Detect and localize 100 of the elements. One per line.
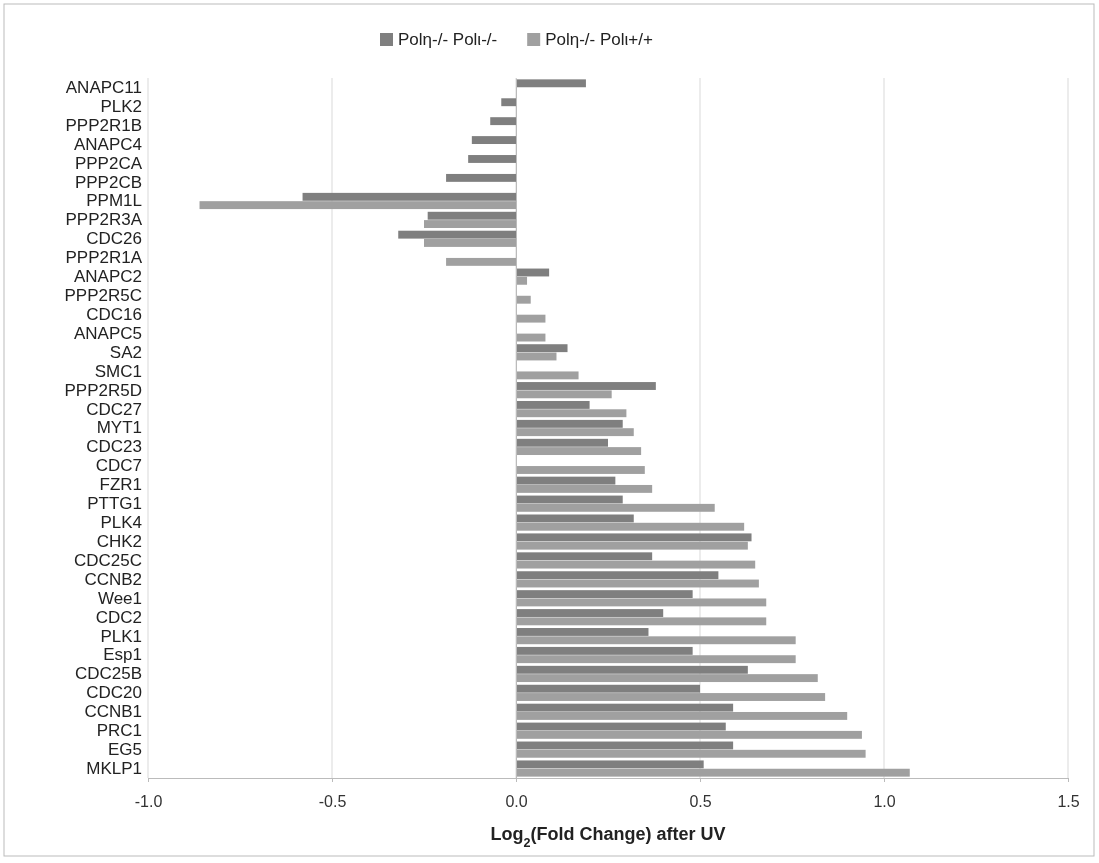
- bar: [516, 598, 767, 607]
- bar: [490, 117, 516, 126]
- bar: [516, 428, 634, 437]
- y-tick-label: PPP2R1B: [65, 115, 142, 135]
- x-tick-label: 1.5: [1057, 793, 1080, 811]
- y-tick-label: CHK2: [96, 531, 142, 551]
- x-tick-label: -1.0: [134, 793, 163, 811]
- x-tick-label: 0.0: [505, 793, 528, 811]
- y-tick-label: PPP2R1A: [65, 248, 143, 268]
- bar: [516, 541, 748, 550]
- y-tick-label: MKLP1: [86, 758, 142, 778]
- y-tick-label: PLK4: [100, 513, 142, 533]
- x-tick-label: 0.5: [689, 793, 712, 811]
- bar: [516, 655, 796, 664]
- bar: [516, 646, 693, 655]
- bar: [516, 609, 664, 617]
- y-tick-label: PPP2CA: [74, 153, 143, 173]
- x-tick-label: 1.0: [873, 793, 896, 811]
- y-tick-label: CDC20: [86, 683, 142, 703]
- bar: [516, 333, 546, 342]
- y-tick-label: PLK1: [100, 626, 142, 646]
- y-tick-label: SA2: [109, 342, 142, 362]
- bar: [516, 684, 700, 693]
- bar: [516, 447, 642, 456]
- bar: [516, 768, 910, 777]
- bar: [424, 239, 516, 247]
- bar: [516, 522, 745, 531]
- bar: [516, 703, 734, 712]
- bar: [516, 371, 579, 380]
- y-tick-label: PPP2CB: [74, 172, 142, 192]
- y-tick-label: PPM1L: [86, 191, 142, 211]
- bar: [516, 476, 616, 485]
- y-tick-label: FZR1: [99, 475, 142, 495]
- y-tick-label: CDC16: [86, 304, 142, 324]
- bar: [516, 760, 704, 769]
- bar: [516, 590, 693, 599]
- y-tick-label: SMC1: [94, 361, 142, 381]
- y-tick-label: PLK2: [100, 96, 142, 116]
- y-tick-label: PPP2R3A: [65, 210, 143, 230]
- bar: [516, 552, 653, 561]
- bar: [516, 533, 752, 542]
- bar: [516, 514, 634, 523]
- bar: [516, 438, 608, 447]
- bar: [199, 201, 516, 210]
- y-tick-label: CDC25B: [74, 664, 142, 684]
- bar: [516, 693, 826, 701]
- y-tick-label: PPP2R5C: [64, 286, 142, 306]
- legend-label: Polη-/- Polι+/+: [545, 30, 653, 49]
- bar: [516, 560, 756, 569]
- bar: [516, 344, 568, 353]
- bar: [516, 571, 719, 580]
- bar: [516, 636, 796, 645]
- y-tick-label: Esp1: [103, 645, 142, 665]
- y-tick-label: CDC7: [95, 456, 142, 476]
- bar: [516, 484, 653, 493]
- bar: [427, 211, 516, 220]
- bar: [468, 155, 516, 163]
- bar: [516, 730, 862, 739]
- bar: [516, 382, 656, 390]
- legend-label: Polη-/- Polι-/-: [398, 30, 498, 49]
- x-tick-label: -0.5: [318, 793, 347, 811]
- bar: [516, 409, 627, 418]
- y-tick-label: ANAPC2: [73, 267, 142, 287]
- y-tick-label: ANAPC4: [73, 134, 142, 154]
- bar: [398, 230, 516, 239]
- y-tick-label: PTTG1: [87, 494, 142, 514]
- bar: [446, 173, 516, 182]
- bar: [424, 220, 516, 228]
- bar: [516, 419, 623, 428]
- y-tick-label: CCNB2: [84, 569, 142, 589]
- y-tick-label: MYT1: [96, 418, 142, 438]
- bar: [516, 711, 848, 720]
- bar: [516, 400, 590, 409]
- y-tick-label: Wee1: [97, 588, 142, 608]
- bar: [516, 79, 586, 88]
- y-tick-label: PRC1: [96, 721, 142, 741]
- x-axis-title: Log$_{2}$(Fold Change) after UV: [490, 824, 726, 850]
- bar: [446, 257, 516, 266]
- y-tick-label: CCNB1: [84, 702, 142, 722]
- y-tick-label: ANAPC11: [65, 77, 142, 97]
- bar: [516, 628, 649, 636]
- bar: [516, 390, 612, 399]
- y-tick-label: EG5: [107, 740, 142, 760]
- y-tick-label: CDC27: [86, 399, 142, 419]
- y-tick-label: ANAPC5: [73, 323, 142, 343]
- bar: [516, 749, 866, 758]
- bar: [516, 674, 818, 683]
- y-tick-label: PPP2R5D: [64, 380, 142, 400]
- bar: [516, 503, 715, 512]
- bar: [516, 314, 546, 323]
- bar: [516, 617, 767, 626]
- bar: [471, 136, 516, 145]
- y-tick-label: CDC23: [86, 437, 142, 457]
- bar: [516, 276, 528, 285]
- y-tick-label: CDC2: [95, 607, 142, 627]
- y-tick-label: CDC26: [86, 229, 142, 249]
- y-tick-label: CDC25C: [73, 550, 142, 570]
- bar: [516, 665, 748, 674]
- bar: [302, 192, 516, 201]
- bar: [516, 466, 645, 474]
